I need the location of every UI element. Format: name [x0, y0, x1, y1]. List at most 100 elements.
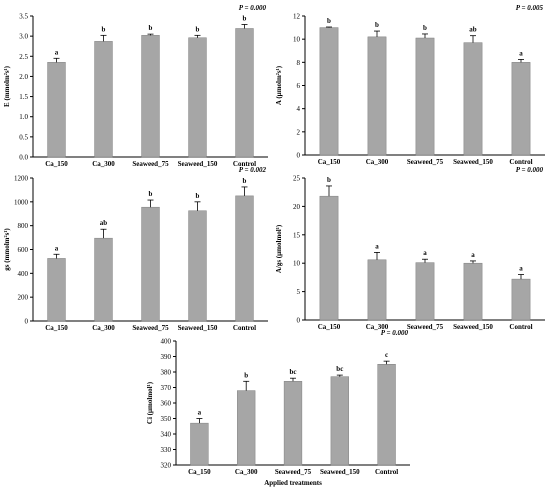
significance-letter: a	[471, 251, 475, 259]
category-label: Control	[509, 158, 532, 166]
p-value-label: P = 0.005	[516, 4, 544, 12]
chart-panel-1: 0.0 0.5 1.0 1.5 2.0 2.5 3.0 3.5 a Ca_150 b Ca_300 b S…	[3, 4, 268, 168]
y-tick-label: 0	[25, 318, 29, 326]
bar	[188, 210, 207, 322]
bar	[235, 28, 254, 158]
significance-letter: b	[196, 25, 200, 33]
significance-letter: b	[149, 24, 153, 32]
category-label: Control	[509, 323, 532, 331]
bar	[463, 42, 483, 156]
bar	[141, 206, 160, 322]
y-tick-label: 1000	[14, 198, 29, 206]
significance-letter: bc	[290, 368, 297, 376]
y-tick-label: 800	[18, 222, 29, 230]
y-tick-label: 0	[297, 317, 301, 325]
significance-letter: ab	[100, 219, 108, 227]
y-tick-label: 3.0	[19, 33, 28, 41]
y-tick-label: 380	[161, 369, 172, 377]
category-label: Ca_150	[45, 160, 68, 168]
chart-panel-2: 0 2 4 6 8 10 12 b Ca_150 b Ca_300 b Seaweed_75 ab Seaw…	[275, 4, 545, 166]
significance-letter: a	[519, 265, 523, 273]
category-label: Ca_150	[318, 158, 341, 166]
category-label: Control	[233, 160, 256, 168]
y-tick-label: 10	[293, 36, 301, 44]
bar	[367, 259, 387, 321]
bar	[94, 41, 113, 158]
y-tick-label: 360	[161, 400, 172, 408]
significance-letter: b	[244, 371, 248, 379]
bar	[47, 258, 66, 322]
significance-letter: b	[243, 177, 247, 185]
y-tick-label: 3.5	[19, 13, 28, 21]
category-label: Ca_300	[235, 468, 258, 476]
chart-panel-3: 0 200 400 600 800 1000 1200 a Ca_150 ab Ca_300 b Sea…	[3, 166, 268, 332]
y-tick-label: 340	[161, 431, 172, 439]
y-tick-label: 330	[161, 446, 172, 454]
category-label: Seaweed_150	[178, 324, 218, 332]
category-label: Seaweed_75	[407, 323, 444, 331]
p-value-label: P = 0.000	[381, 329, 409, 337]
category-label: Seaweed_75	[407, 158, 444, 166]
significance-letter: a	[519, 49, 523, 57]
significance-letter: ab	[469, 26, 477, 34]
x-axis-title: Applied treatments	[264, 479, 322, 487]
significance-letter: b	[327, 17, 331, 25]
y-tick-label: 320	[161, 462, 172, 470]
y-tick-label: 0	[297, 152, 301, 160]
category-label: Seaweed_75	[132, 160, 169, 168]
y-tick-label: 10	[293, 260, 301, 268]
significance-letter: b	[375, 21, 379, 29]
p-value-label: P = 0.000	[239, 4, 267, 12]
significance-letter: a	[55, 244, 59, 252]
significance-letter: b	[102, 25, 106, 33]
y-tick-label: 12	[293, 13, 301, 21]
bar	[511, 62, 531, 156]
y-tick-label: 390	[161, 353, 172, 361]
y-tick-label: 0.5	[19, 133, 28, 141]
bar	[511, 278, 531, 321]
y-tick-label: 6	[297, 82, 301, 90]
y-tick-label: 400	[18, 270, 29, 278]
category-label: Ca_300	[366, 323, 389, 331]
category-label: Ca_150	[188, 468, 211, 476]
y-tick-label: 0.0	[19, 154, 28, 162]
significance-letter: c	[385, 351, 388, 359]
bar	[141, 35, 160, 158]
y-tick-label: 2	[297, 128, 301, 136]
bar	[463, 262, 483, 321]
bar	[235, 195, 254, 322]
significance-letter: b	[243, 14, 247, 22]
bar	[367, 36, 387, 156]
y-tick-label: 1200	[14, 175, 29, 183]
category-label: Seaweed_150	[453, 158, 493, 166]
y-axis-title: Ci (µmolmol¹)	[146, 381, 154, 424]
significance-letter: b	[327, 176, 331, 184]
category-label: Ca_150	[45, 324, 68, 332]
category-label: Ca_300	[92, 324, 115, 332]
bar	[319, 195, 339, 321]
bar	[190, 422, 209, 466]
significance-letter: bc	[336, 365, 343, 373]
chart-panel-5: 320 330 340 350 360 370 380 390 400 a Ca_150 b Ca_30…	[146, 329, 410, 487]
y-tick-label: 350	[161, 415, 172, 423]
y-tick-label: 20	[293, 203, 301, 211]
bar	[415, 262, 435, 321]
category-label: Seaweed_150	[453, 323, 493, 331]
significance-letter: a	[198, 409, 202, 417]
category-label: Control	[233, 324, 256, 332]
bar	[377, 364, 396, 466]
y-tick-label: 8	[297, 59, 301, 67]
y-tick-label: 400	[161, 338, 172, 346]
category-label: Ca_300	[366, 158, 389, 166]
y-axis-title: A/gs (µmolmol¹)	[275, 224, 283, 273]
y-tick-label: 370	[161, 384, 172, 392]
y-tick-label: 200	[18, 294, 29, 302]
bar	[319, 27, 339, 156]
y-axis-title: gs (mmolm²s¹)	[3, 228, 11, 271]
bar	[188, 37, 207, 158]
p-value-label: P = 0.000	[516, 166, 544, 174]
y-tick-label: 1.0	[19, 113, 28, 121]
chart-panel-4: 0 5 10 15 20 25 b Ca_150 a Ca_300 a Seaweed_75 a Seaw…	[275, 166, 545, 331]
y-tick-label: 4	[297, 105, 301, 113]
